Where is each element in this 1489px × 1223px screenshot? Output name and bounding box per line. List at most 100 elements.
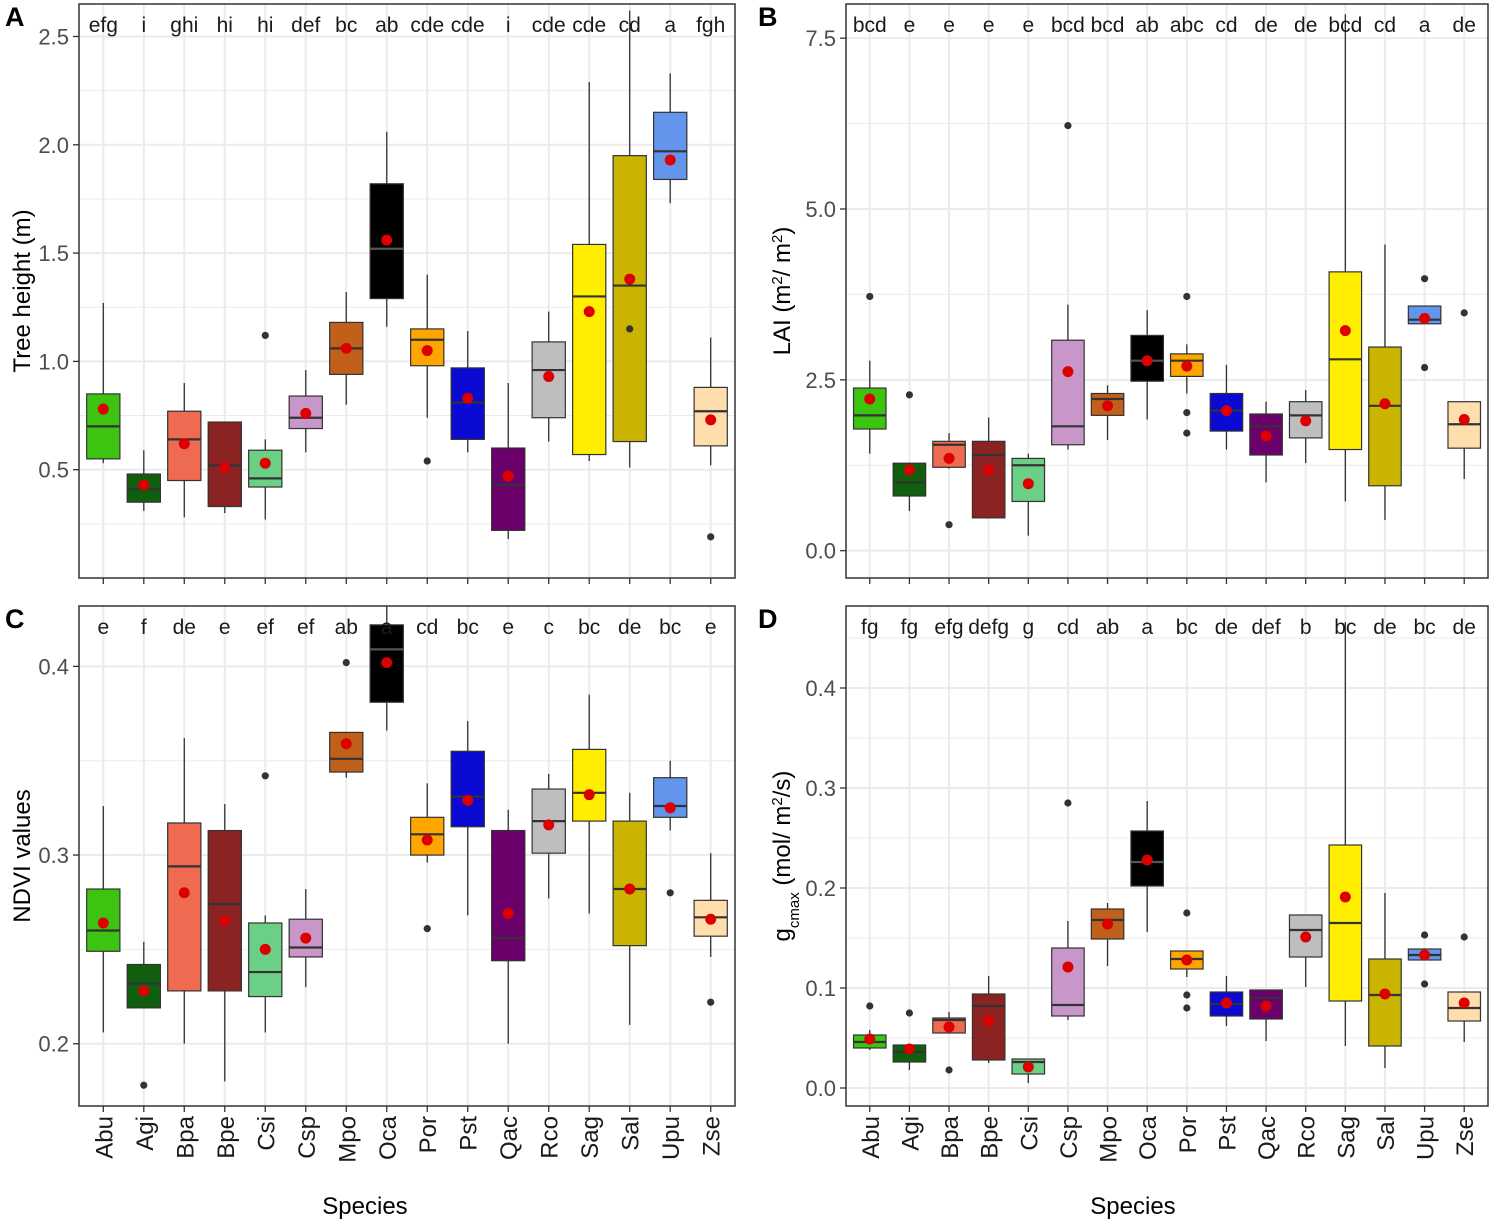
- mean-point: [1102, 400, 1114, 412]
- outlier-point: [140, 1081, 148, 1089]
- x-tick-label: Sal: [1373, 1116, 1400, 1151]
- x-axis-title-left: Species: [322, 1193, 407, 1220]
- box-rco: de: [1288, 14, 1323, 464]
- x-tick-label: Por: [1175, 1116, 1202, 1153]
- box-zse: de: [1447, 14, 1482, 479]
- significance-label: bc: [1334, 616, 1356, 639]
- y-tick-label: 7.5: [805, 26, 836, 51]
- outlier-point: [1064, 122, 1072, 130]
- significance-label: b: [1300, 616, 1312, 639]
- mean-point: [138, 985, 150, 997]
- x-tick-label: Csp: [294, 1116, 321, 1159]
- significance-label: ab: [375, 14, 398, 37]
- significance-label: bcd: [1051, 14, 1085, 37]
- box-iqr: [1368, 346, 1402, 487]
- box-mpo: ab: [1090, 616, 1125, 966]
- significance-label: bc: [1176, 616, 1198, 639]
- significance-label: fgh: [696, 14, 725, 37]
- mean-point: [903, 1043, 915, 1055]
- x-tick-label: Upu: [1413, 1116, 1440, 1160]
- x-tick-label: Abu: [91, 1116, 118, 1159]
- panel-a: efg i ghi hi hi def bc ab cde cde i cde cde cd a fgh0.5…: [5, 2, 736, 584]
- mean-point: [1220, 405, 1232, 417]
- significance-label: de: [1453, 616, 1476, 639]
- box-iqr: [248, 922, 283, 998]
- mean-point: [97, 917, 109, 929]
- mean-point: [583, 789, 595, 801]
- box-abu: fg: [852, 616, 887, 1050]
- outlier-point: [1460, 933, 1468, 941]
- significance-label: a: [1419, 14, 1431, 37]
- x-axis-title-right: Species: [1090, 1193, 1175, 1220]
- significance-label: cd: [619, 14, 641, 37]
- x-tick-label: Oca: [375, 1115, 402, 1160]
- x-tick-label: Agi: [132, 1116, 159, 1151]
- x-tick-label: Sag: [1333, 1116, 1360, 1159]
- mean-point: [340, 342, 352, 354]
- y-axis-title: LAI (m2/ m2): [769, 227, 797, 356]
- x-tick-label: Csi: [253, 1116, 280, 1151]
- box-csi: hi: [248, 14, 283, 520]
- panel-border: [845, 605, 1489, 1107]
- panels-layer: efg i ghi hi hi def bc ab cde cde i cde cde cd a fgh0.5…: [5, 2, 1489, 1163]
- x-tick-label: Qac: [1254, 1116, 1281, 1160]
- significance-label: bcd: [1328, 14, 1362, 37]
- mean-point: [705, 913, 717, 925]
- x-tick-label: Bpa: [937, 1115, 964, 1158]
- box-rco: c: [531, 616, 566, 899]
- mean-point: [421, 834, 433, 846]
- box-sal: cd: [1368, 14, 1402, 520]
- mean-point: [1260, 430, 1272, 442]
- box-iqr: [653, 111, 688, 181]
- x-tick-label: Rco: [1294, 1116, 1321, 1159]
- box-oca: ab: [1130, 14, 1165, 420]
- significance-label: ab: [335, 616, 358, 639]
- box-iqr: [491, 829, 526, 962]
- significance-label: ab: [1136, 14, 1159, 37]
- box-sag: bc: [1328, 616, 1363, 1046]
- x-tick-label: Bpa: [172, 1115, 199, 1158]
- box-csp: def: [288, 14, 323, 453]
- mean-point: [381, 234, 393, 246]
- mean-point: [543, 819, 555, 831]
- box-bpe: defg: [968, 616, 1009, 1063]
- outlier-point: [666, 889, 674, 897]
- box-upu: bc: [1407, 616, 1442, 988]
- y-tick-label: 0.0: [805, 1076, 836, 1101]
- box-pst: de: [1209, 616, 1244, 1026]
- mean-point: [1062, 366, 1074, 378]
- significance-label: e: [502, 616, 514, 639]
- panel-b: bcd e e e e bcd bcd ab abc cd de de bcd cd a de0.02.55.…: [758, 2, 1489, 584]
- box-rco: cde: [531, 14, 566, 442]
- box-csp: cd: [1051, 616, 1085, 1020]
- mean-point: [1022, 1061, 1034, 1073]
- box-sag: bc: [572, 616, 607, 914]
- panel-d: fg fg efg defg g cd ab a bc de def b bc de bc de0.00.10…: [758, 604, 1489, 1163]
- box-mpo: bc: [329, 14, 364, 405]
- significance-label: efg: [934, 616, 963, 639]
- y-tick-label: 5.0: [805, 197, 836, 222]
- significance-label: abc: [1170, 14, 1204, 37]
- significance-label: hi: [257, 14, 273, 37]
- box-bpa: efg: [932, 616, 966, 1074]
- x-tick-label: Pst: [456, 1116, 483, 1151]
- y-tick-label: 0.3: [805, 776, 836, 801]
- y-axis-title: Tree height (m): [9, 209, 36, 372]
- y-tick-label: 0.0: [805, 539, 836, 564]
- mean-point: [462, 392, 474, 404]
- outlier-point: [342, 659, 350, 667]
- box-por: cd: [410, 616, 445, 933]
- mean-point: [943, 1021, 955, 1033]
- significance-label: de: [1453, 14, 1476, 37]
- outlier-point: [626, 325, 634, 333]
- significance-label: bc: [659, 616, 681, 639]
- significance-label: de: [1373, 616, 1396, 639]
- significance-label: bcd: [1091, 14, 1125, 37]
- y-axis-title: NDVI values: [9, 789, 36, 922]
- box-qac: e: [491, 616, 526, 1044]
- box-abu: efg: [86, 14, 121, 464]
- significance-label: cde: [572, 14, 606, 37]
- box-bpe: e: [207, 616, 242, 1082]
- box-iqr: [491, 447, 526, 531]
- mean-point: [259, 943, 271, 955]
